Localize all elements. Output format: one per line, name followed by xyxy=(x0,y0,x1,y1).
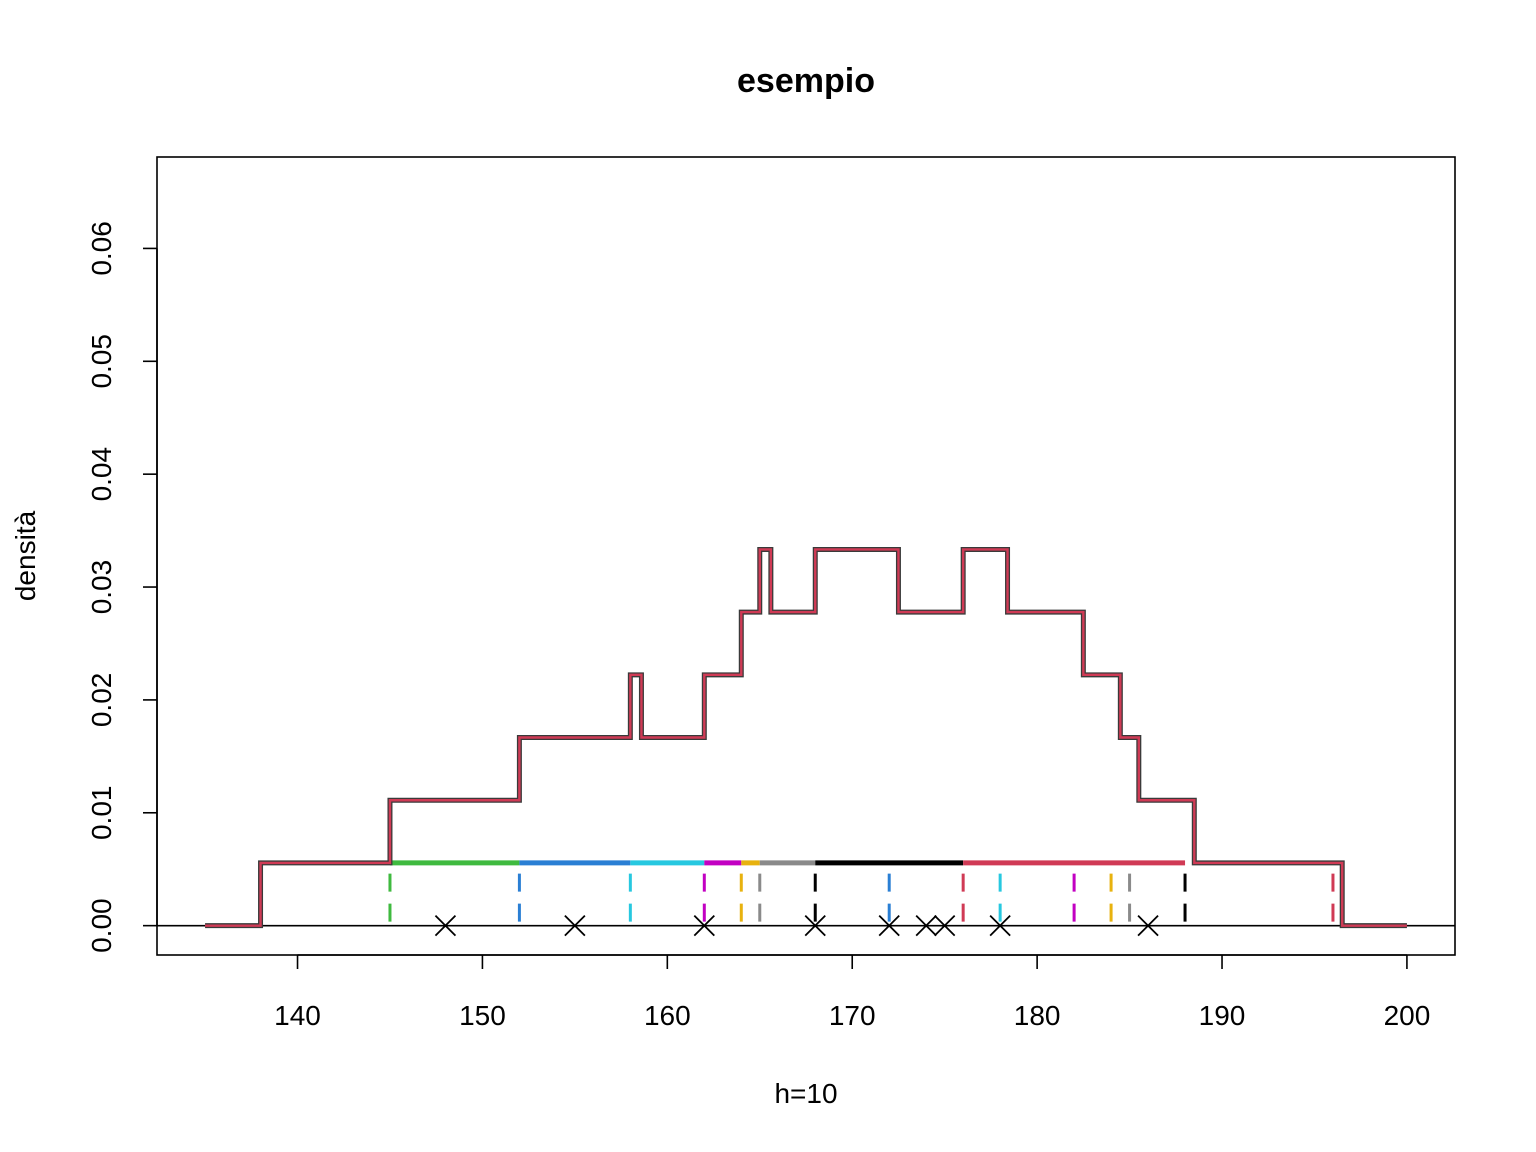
y-tick-label: 0.02 xyxy=(86,673,117,728)
x-tick-label: 170 xyxy=(829,1000,876,1031)
y-tick-label: 0.04 xyxy=(86,447,117,502)
x-tick-label: 180 xyxy=(1014,1000,1061,1031)
x-tick-label: 200 xyxy=(1384,1000,1431,1031)
y-tick-label: 0.05 xyxy=(86,334,117,389)
y-axis-label: densità xyxy=(10,510,41,601)
observation-point xyxy=(693,915,715,937)
y-tick-label: 0.00 xyxy=(86,898,117,953)
observation-point xyxy=(564,915,586,937)
y-tick-label: 0.01 xyxy=(86,786,117,841)
plot-area: 140 150 160 170 180 190 200 0.00 0.01 0.02 0.03 0.0… xyxy=(86,156,1456,1031)
y-tick-label: 0.03 xyxy=(86,560,117,615)
observation-point xyxy=(804,915,826,937)
observation-point xyxy=(1137,915,1159,937)
observation-point xyxy=(915,915,937,937)
density-curve-outline xyxy=(205,546,1407,929)
x-tick-label: 160 xyxy=(644,1000,691,1031)
x-tick-label: 150 xyxy=(459,1000,506,1031)
plot-frame xyxy=(156,156,1456,956)
observation-point xyxy=(934,915,956,937)
observation-point xyxy=(434,915,457,937)
x-tick-label: 140 xyxy=(274,1000,321,1031)
observation-point xyxy=(989,915,1011,937)
x-axis-label: h=10 xyxy=(774,1078,837,1109)
x-tick-label: 190 xyxy=(1199,1000,1246,1031)
observation-point xyxy=(878,915,900,937)
density-curve xyxy=(205,548,1407,927)
y-tick-label: 0.06 xyxy=(86,221,117,275)
chart-title: esempio xyxy=(737,62,875,100)
